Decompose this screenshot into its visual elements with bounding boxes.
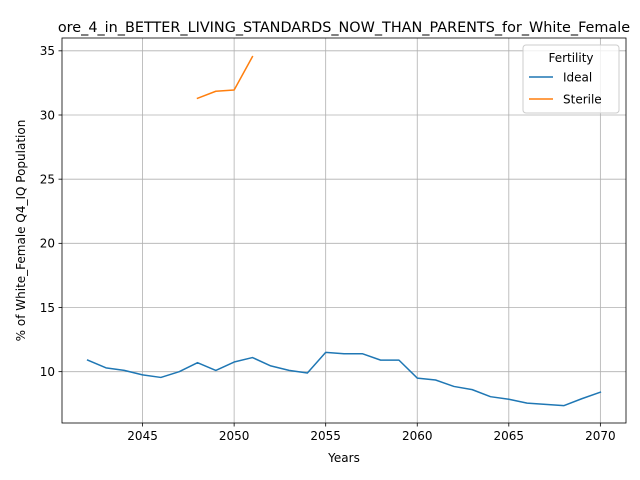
grid xyxy=(62,38,626,423)
x-axis-label: Years xyxy=(327,451,360,465)
legend-label-ideal: Ideal xyxy=(563,70,592,84)
legend-items: Ideal Sterile xyxy=(529,70,602,106)
y-axis-label: % of White_Female Q4_IQ Population xyxy=(14,120,28,342)
x-tick-label: 2065 xyxy=(494,429,525,443)
legend-label-sterile: Sterile xyxy=(563,92,602,106)
y-tick-label: 15 xyxy=(40,301,55,315)
series-lines xyxy=(86,55,602,407)
x-tick-label: 2070 xyxy=(585,429,616,443)
ticks: 2045 2050 2055 2060 2065 2070 10 15 20 25 30 35 xyxy=(40,44,616,443)
y-tick-label: 35 xyxy=(40,44,55,58)
series-line-sterile xyxy=(196,55,254,100)
plot-frame xyxy=(61,37,627,424)
legend: Fertility Ideal Sterile xyxy=(522,44,620,114)
y-tick-label: 30 xyxy=(40,108,55,122)
y-tick-label: 10 xyxy=(40,365,55,379)
x-tick-label: 2045 xyxy=(127,429,158,443)
y-tick-label: 20 xyxy=(40,237,55,251)
x-tick-label: 2060 xyxy=(402,429,433,443)
legend-box xyxy=(522,44,620,114)
x-tick-label: 2050 xyxy=(219,429,250,443)
y-tick-label: 25 xyxy=(40,172,55,186)
chart-title: ore_4_in_BETTER_LIVING_STANDARDS_NOW_THA… xyxy=(58,20,630,36)
x-tick-label: 2055 xyxy=(310,429,341,443)
series-line-ideal xyxy=(86,351,602,407)
legend-title: Fertility xyxy=(548,51,593,65)
